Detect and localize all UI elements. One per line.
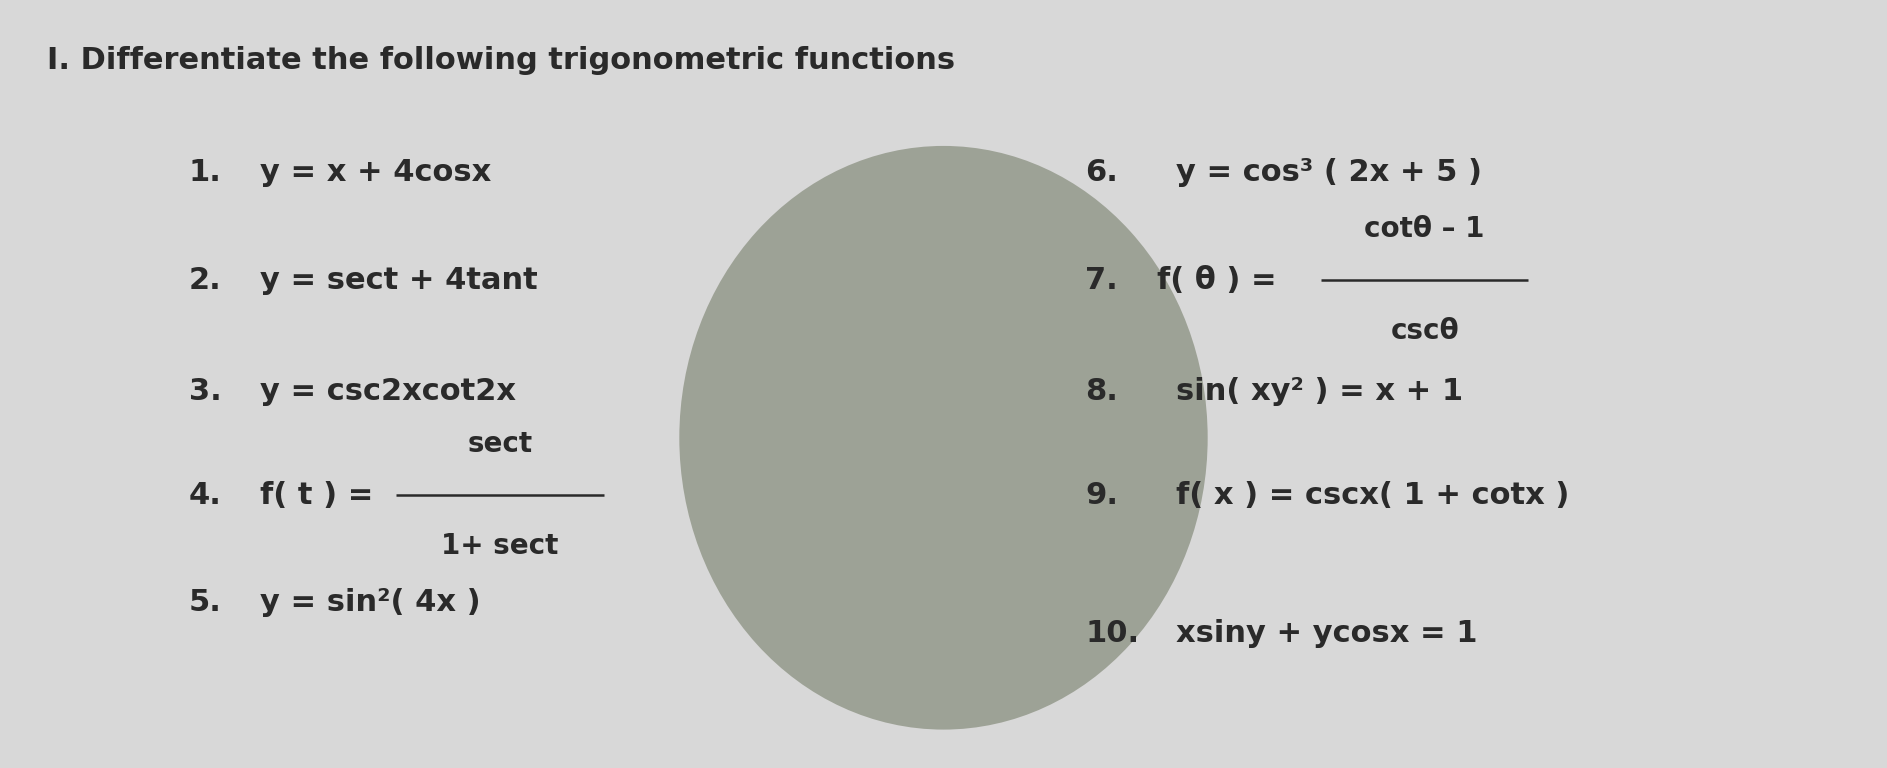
Text: 2.: 2.	[189, 266, 221, 295]
Text: 1+ sect: 1+ sect	[442, 532, 559, 560]
Text: 8.: 8.	[1085, 377, 1117, 406]
Text: 4.: 4.	[189, 481, 221, 510]
Text: y = cos³ ( 2x + 5 ): y = cos³ ( 2x + 5 )	[1176, 158, 1481, 187]
Text: 1.: 1.	[189, 158, 221, 187]
Text: y = sin²( 4x ): y = sin²( 4x )	[260, 588, 481, 617]
Ellipse shape	[679, 146, 1208, 730]
Text: f( θ ) =: f( θ ) =	[1157, 266, 1276, 295]
Text: cotθ – 1: cotθ – 1	[1364, 216, 1485, 243]
Text: sin( xy² ) = x + 1: sin( xy² ) = x + 1	[1176, 377, 1462, 406]
Text: cscθ: cscθ	[1391, 317, 1459, 345]
Text: f( t ) =: f( t ) =	[260, 481, 374, 510]
Text: 7.: 7.	[1085, 266, 1117, 295]
Text: xsiny + ycosx = 1: xsiny + ycosx = 1	[1176, 619, 1478, 648]
Text: y = x + 4cosx: y = x + 4cosx	[260, 158, 493, 187]
Text: 6.: 6.	[1085, 158, 1117, 187]
Text: 5.: 5.	[189, 588, 221, 617]
Text: 10.: 10.	[1085, 619, 1140, 648]
Text: 3.: 3.	[189, 377, 221, 406]
Text: sect: sect	[468, 431, 532, 458]
Text: 9.: 9.	[1085, 481, 1117, 510]
Text: y = sect + 4tant: y = sect + 4tant	[260, 266, 538, 295]
Text: f( x ) = cscx( 1 + cotx ): f( x ) = cscx( 1 + cotx )	[1176, 481, 1568, 510]
Text: y = csc2xcot2x: y = csc2xcot2x	[260, 377, 517, 406]
Text: I. Differentiate the following trigonometric functions: I. Differentiate the following trigonome…	[47, 46, 955, 75]
